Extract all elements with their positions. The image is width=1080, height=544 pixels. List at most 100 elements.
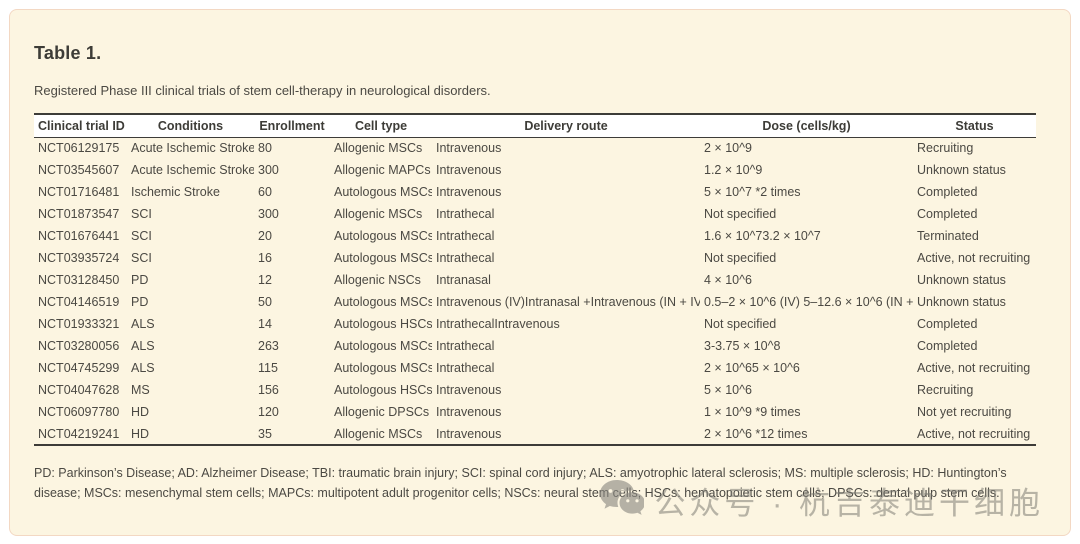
table-cell: Autologous MSCs <box>334 295 432 309</box>
table-cell: 4 × 10^6 <box>704 273 752 287</box>
table-cell: Not yet recruiting <box>917 405 1012 419</box>
table-row: NCT01933321 ALS 14 Autologous HSCs Intrathec… <box>34 313 1036 335</box>
table-cell: NCT06129175 <box>38 141 120 156</box>
table-cell: HD <box>131 426 150 441</box>
table-cell: NCT01716481 <box>38 185 120 199</box>
table-cell: 2 × 10^9 <box>704 141 752 156</box>
table-cell: Intravenous <box>436 185 502 199</box>
table-cell: 120 <box>258 405 279 419</box>
table-cell: 1 × 10^9 *9 times <box>704 405 801 419</box>
table-cell: NCT01676441 <box>38 229 120 243</box>
table-cell: NCT04219241 <box>38 426 120 441</box>
table-row: NCT06129175 Acute Ischemic Stroke 80 Alloge… <box>34 137 1036 159</box>
table-cell: NCT04745299 <box>38 361 120 375</box>
table-cell: Ischemic Stroke <box>131 185 220 199</box>
table-row: NCT03280056 ALS 263 Autologous MSCs Intrathe… <box>34 335 1036 357</box>
table-cell: NCT03128450 <box>38 273 120 287</box>
table-cell: Autologous HSCs <box>334 317 432 331</box>
table-cell: Autologous MSCs <box>334 229 432 243</box>
table-cell: NCT01873547 <box>38 207 120 221</box>
table-row: NCT04146519 PD 50 Autologous MSCs Intravenou… <box>34 291 1036 313</box>
table-cell: Intravenous (IV)Intranasal +Intravenous … <box>436 295 700 309</box>
table-cell: 115 <box>258 361 278 375</box>
table-row: NCT03128450 PD 12 Allogenic NSCs Intranasal 4… <box>34 269 1036 291</box>
table-cell: Not specified <box>704 317 777 331</box>
table-cell: ALS <box>131 317 155 331</box>
table-cell: 60 <box>258 185 272 199</box>
table-cell: Intrathecal <box>436 229 495 243</box>
table-cell: Allogenic MSCs <box>334 207 423 221</box>
table-cell: Intrathecal <box>436 207 495 221</box>
table-cell: SCI <box>131 207 152 221</box>
table-cell: Autologous MSCs <box>334 251 432 265</box>
table-cell: 1.2 × 10^9 <box>704 163 763 177</box>
table-cell: 2 × 10^6 *12 times <box>704 426 808 441</box>
table-cell: ALS <box>131 361 155 375</box>
table-cell: Acute Ischemic Stroke <box>131 163 254 177</box>
table-cell: 156 <box>258 383 279 397</box>
table-cell: Completed <box>917 207 978 221</box>
table-cell: Active, not recruiting <box>917 251 1031 265</box>
table-cell: Intrathecal <box>436 361 495 375</box>
table-cell: Allogenic MSCs <box>334 141 423 156</box>
table-cell: Autologous MSCs <box>334 361 432 375</box>
table-cell: Allogenic NSCs <box>334 273 421 287</box>
table-row: NCT01676441 SCI 20 Autologous MSCs Intrathec… <box>34 225 1036 247</box>
table-cell: 5 × 10^6 <box>704 383 752 397</box>
column-header: Clinical trial ID <box>38 118 125 133</box>
table-cell: NCT03280056 <box>38 339 120 353</box>
table-cell: Autologous HSCs <box>334 383 432 397</box>
table-cell: 35 <box>258 426 272 441</box>
table-row: NCT01716481 Ischemic Stroke 60 Autologous M… <box>34 181 1036 203</box>
table-cell: Completed <box>917 339 978 353</box>
table-cell: SCI <box>131 229 152 243</box>
table-header-row: Clinical trial ID Conditions Enrollment Cel… <box>34 114 1036 137</box>
table-cell: Unknown status <box>917 163 1006 177</box>
table-cell: Terminated <box>917 229 979 243</box>
table-row: NCT04047628 MS 156 Autologous HSCs Intraveno… <box>34 379 1036 401</box>
table-cell: SCI <box>131 251 152 265</box>
column-header: Status <box>955 118 994 133</box>
table-cell: Completed <box>917 317 978 331</box>
table-row: NCT03935724 SCI 16 Autologous MSCs Intrathec… <box>34 247 1036 269</box>
table-cell: 5 × 10^7 *2 times <box>704 185 801 199</box>
table-cell: HD <box>131 405 150 419</box>
table-cell: PD <box>131 295 149 309</box>
table-card: Table 1. Registered Phase III clinical t… <box>9 9 1071 536</box>
table-cell: Unknown status <box>917 273 1006 287</box>
table-row: NCT06097780 HD 120 Allogenic DPSCs Intraveno… <box>34 401 1036 423</box>
table-cell: Active, not recruiting <box>917 426 1031 441</box>
table-cell: NCT04047628 <box>38 383 120 397</box>
table-cell: Not specified <box>704 251 777 265</box>
table-footnote: PD: Parkinson’s Disease; AD: Alzheimer D… <box>34 466 1007 500</box>
table-cell: 14 <box>258 317 272 331</box>
table-row: NCT04745299 ALS 115 Autologous MSCs Intrathe… <box>34 357 1036 379</box>
table-cell: Intravenous <box>436 383 502 397</box>
table-header: Clinical trial ID Conditions Enrollment Cel… <box>34 114 1036 137</box>
table-cell: Recruiting <box>917 141 974 156</box>
table-cell: Active, not recruiting <box>917 361 1031 375</box>
column-header: Delivery route <box>524 118 608 133</box>
table-cell: NCT06097780 <box>38 405 120 419</box>
table-cell: Allogenic MSCs <box>334 426 423 441</box>
column-header: Enrollment <box>259 118 325 133</box>
table-cell: 12 <box>258 273 272 287</box>
table-cell: 263 <box>258 339 279 353</box>
table-caption: Registered Phase III clinical trials of … <box>34 83 491 98</box>
table-cell: Intravenous <box>436 426 502 441</box>
table-cell: NCT01933321 <box>38 317 120 331</box>
table-cell: NCT03935724 <box>38 251 120 265</box>
table-row: NCT03545607 Acute Ischemic Stroke 300 Allog… <box>34 159 1036 181</box>
table-cell: Intravenous <box>436 141 502 156</box>
table-cell: Intrathecal <box>436 339 495 353</box>
column-header: Cell type <box>354 118 408 133</box>
table-cell: Not specified <box>704 207 777 221</box>
table-cell: Allogenic DPSCs <box>334 405 430 419</box>
table-cell: Recruiting <box>917 383 974 397</box>
table-cell: 20 <box>258 229 272 243</box>
table-cell: 3-3.75 × 10^8 <box>704 339 781 353</box>
trials-table-body: NCT06129175 Acute Ischemic Stroke 80 Alloge… <box>34 137 1036 445</box>
table-cell: 16 <box>258 251 272 265</box>
table-title: Table 1. <box>34 43 102 63</box>
table-row: NCT04219241 HD 35 Allogenic MSCs Intravenous… <box>34 423 1036 445</box>
